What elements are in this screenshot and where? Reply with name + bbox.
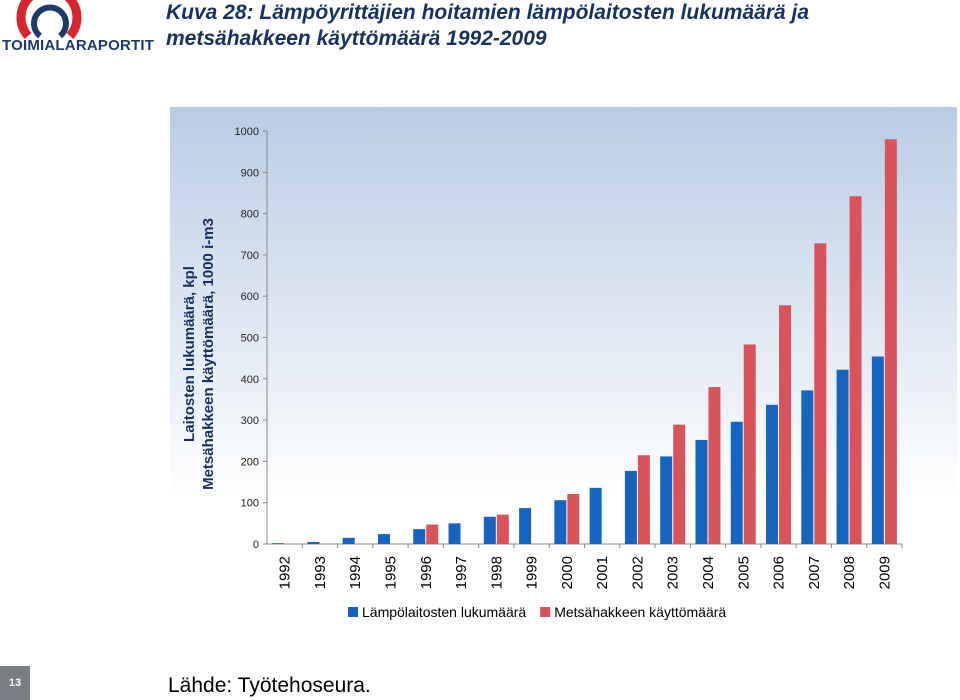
bars — [272, 139, 897, 544]
bar-metsahake-2005 — [743, 344, 756, 544]
x-tick-label: 2005 — [735, 556, 752, 589]
bar-lampolaitokset-1996 — [413, 529, 426, 544]
bar-lampolaitokset-2002 — [624, 470, 637, 544]
y-tick-label: 100 — [241, 498, 259, 510]
legend-label: Metsähakkeen käyttömäärä — [554, 604, 726, 620]
bar-lampolaitokset-2005 — [730, 421, 743, 544]
x-tick-label: 1992 — [277, 556, 294, 589]
title-line-2: metsähakkeen käyttömäärä 1992-2009 — [166, 27, 547, 50]
bar-lampolaitokset-2000 — [554, 500, 567, 544]
x-tick-label: 1996 — [418, 556, 435, 589]
y-tick-label: 300 — [241, 415, 259, 427]
x-axis-ticks: 1992 1993 1994 1995 1996 1997 1998 1999 2000 2001… — [277, 544, 903, 589]
bar-lampolaitokset-2003 — [660, 456, 673, 544]
x-tick-label: 2004 — [700, 556, 717, 589]
x-tick-label: 2009 — [876, 556, 893, 589]
legend-swatch — [540, 607, 551, 617]
x-tick-label: 2000 — [559, 556, 576, 589]
bar-lampolaitokset-2006 — [766, 404, 779, 544]
bar-lampolaitokset-1993 — [307, 541, 320, 544]
toimialaraportit-logo: TOIMIALARAPORTIT — [0, 0, 160, 56]
chart-area: Laitosten lukumäärä, kpl Metsähakkeen kä… — [170, 107, 957, 637]
y-tick-label: 0 — [253, 539, 259, 551]
bar-lampolaitokset-1995 — [377, 534, 390, 544]
x-tick-label: 1997 — [453, 556, 470, 589]
bar-lampolaitokset-1999 — [519, 508, 532, 544]
bar-lampolaitokset-2004 — [695, 439, 708, 544]
bar-metsahake-2008 — [849, 196, 862, 544]
legend-swatch — [348, 607, 358, 617]
y-tick-label: 700 — [241, 250, 259, 262]
y-tick-label: 800 — [241, 209, 259, 221]
bar-metsahake-2007 — [814, 243, 827, 544]
y-tick-label: 200 — [241, 456, 259, 468]
bar-chart: Laitosten lukumäärä, kpl Metsähakkeen kä… — [170, 107, 957, 637]
bar-lampolaitokset-2008 — [836, 369, 849, 544]
x-tick-label: 1995 — [382, 556, 399, 589]
x-tick-label: 1999 — [524, 556, 541, 589]
bar-metsahake-1996 — [426, 524, 439, 544]
bar-metsahake-1998 — [496, 514, 509, 544]
x-tick-label: 1998 — [488, 556, 505, 589]
x-tick-label: 2003 — [665, 556, 682, 589]
y-tick-label: 900 — [241, 167, 259, 179]
bar-lampolaitokset-2009 — [871, 356, 884, 544]
bar-metsahake-2009 — [884, 139, 897, 544]
y-tick-label: 500 — [241, 333, 259, 345]
y-axis-ticks: 0 100 200 300 400 500 600 700 800 900 1000 — [235, 126, 267, 551]
page-title: Kuva 28: Lämpöyrittäjien hoitamien lämpö… — [166, 0, 946, 52]
bar-metsahake-2006 — [779, 305, 792, 544]
y-tick-label: 600 — [241, 291, 259, 303]
y-axis-label: Laitosten lukumäärä, kpl Metsähakkeen kä… — [181, 218, 217, 490]
y-tick-label: 400 — [241, 374, 259, 386]
source-note: Lähde: Työtehoseura. — [168, 674, 371, 697]
bar-lampolaitokset-1998 — [483, 516, 496, 544]
x-tick-label: 2006 — [771, 556, 788, 589]
x-tick-label: 1993 — [312, 556, 329, 589]
bar-lampolaitokset-2001 — [589, 487, 602, 544]
bar-lampolaitokset-1994 — [342, 537, 355, 544]
x-tick-label: 2002 — [629, 556, 646, 589]
title-line-1: Kuva 28: Lämpöyrittäjien hoitamien lämpö… — [166, 1, 810, 24]
y-tick-label: 1000 — [235, 126, 259, 138]
y-axis-label-line-2: Metsähakkeen käyttömäärä, 1000 i-m3 — [200, 218, 217, 490]
x-tick-label: 2008 — [841, 556, 858, 589]
y-axis-label-line-1: Laitosten lukumäärä, kpl — [181, 266, 198, 442]
bar-metsahake-2003 — [673, 424, 686, 544]
legend-label: Lämpölaitosten lukumäärä — [362, 604, 526, 620]
bar-lampolaitokset-1997 — [448, 523, 461, 544]
bar-metsahake-2000 — [567, 494, 580, 544]
bar-lampolaitokset-1992 — [272, 543, 285, 544]
x-tick-label: 2007 — [806, 556, 823, 589]
x-tick-label: 1994 — [347, 556, 364, 589]
bar-metsahake-2002 — [637, 455, 650, 544]
bar-metsahake-2004 — [708, 387, 721, 544]
legend: Lämpölaitosten lukumäärä Metsähakkeen käy… — [348, 604, 726, 620]
logo-text: TOIMIALARAPORTIT — [2, 37, 155, 54]
bar-lampolaitokset-2007 — [801, 390, 814, 544]
x-tick-label: 2001 — [594, 556, 611, 589]
logo-mark-icon — [16, 0, 82, 39]
page-number: 13 — [0, 666, 30, 700]
